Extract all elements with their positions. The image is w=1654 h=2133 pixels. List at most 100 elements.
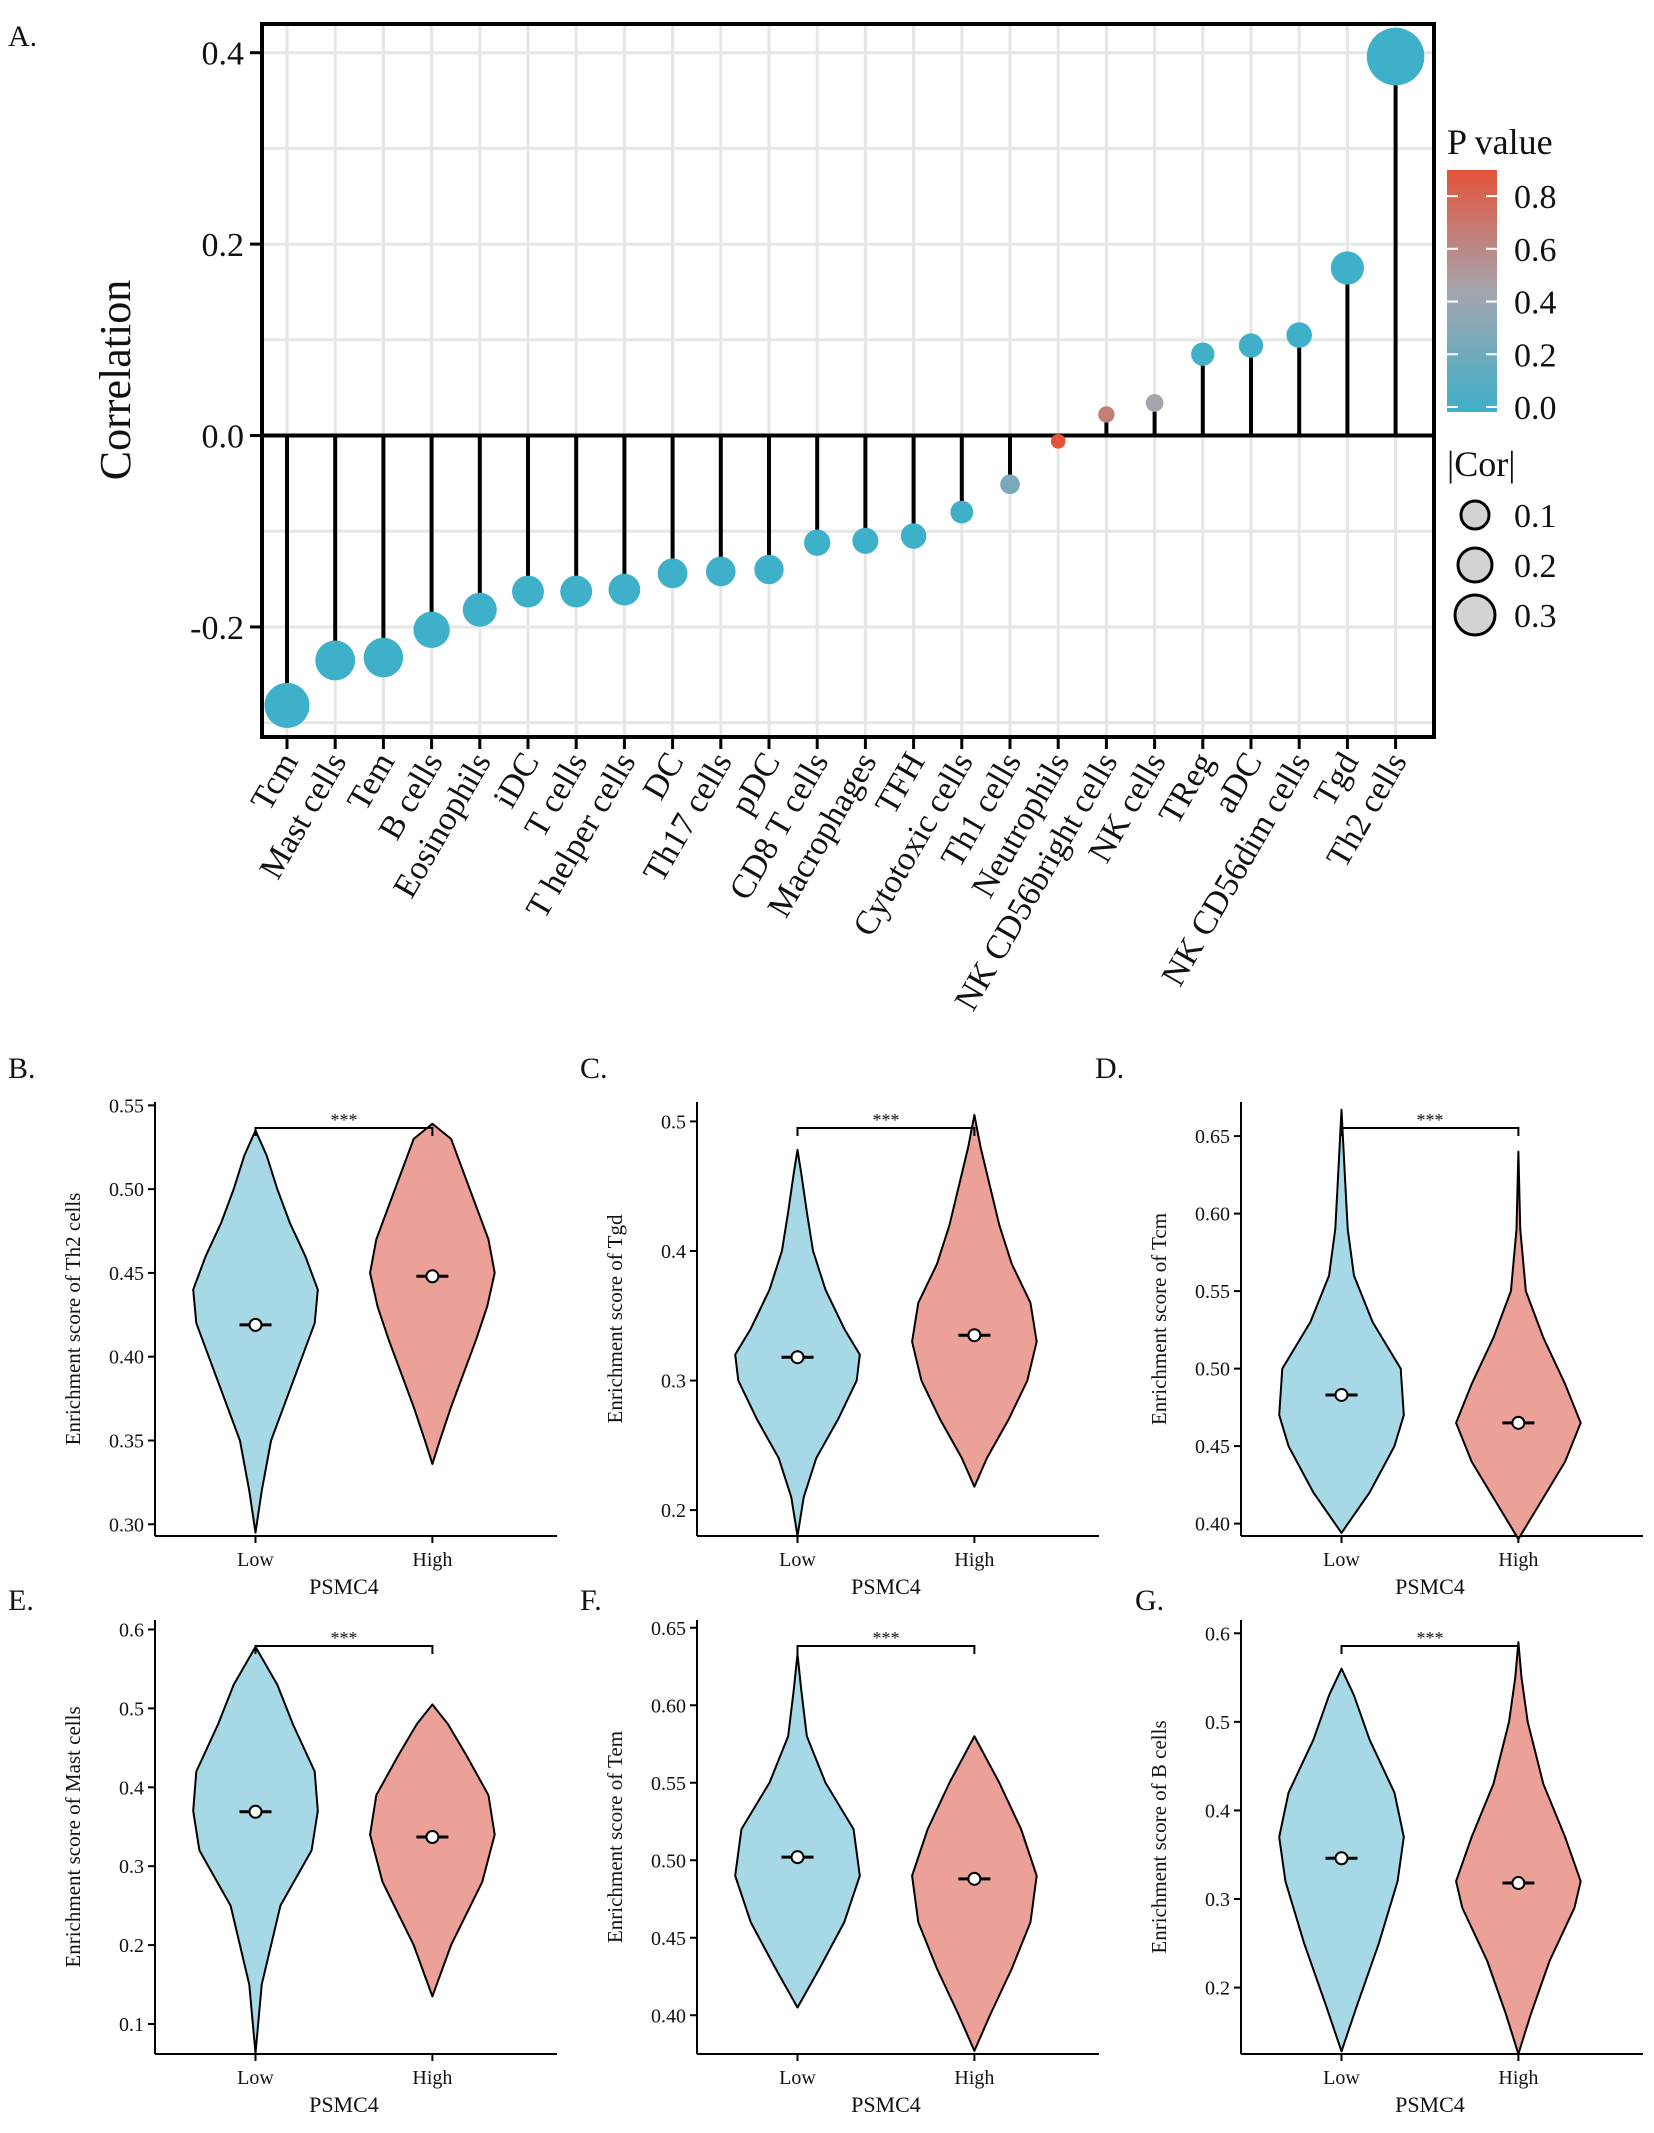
lollipop-point bbox=[1286, 322, 1312, 348]
lollipop-point bbox=[608, 573, 641, 606]
panel-label: B. bbox=[8, 1052, 36, 1085]
panel-label: A. bbox=[8, 20, 37, 53]
median-point bbox=[425, 1830, 440, 1844]
y-tick-label: 0.4 bbox=[202, 36, 245, 73]
y-tick-label: 0.4 bbox=[119, 1777, 144, 1799]
y-tick-label: 0.2 bbox=[661, 1500, 686, 1522]
lollipop-point bbox=[1330, 251, 1365, 285]
panel-b: B. 0.30 0.35 0.40 0.45 0.50 0.55 Enrichment sco… bbox=[8, 1052, 557, 1599]
panel-label: D. bbox=[1095, 1052, 1124, 1085]
y-tick-label: 0.4 bbox=[661, 1241, 686, 1263]
y-tick-label: 0.65 bbox=[1195, 1126, 1230, 1148]
y-tick-label: 0.60 bbox=[651, 1695, 686, 1717]
lollipop-point bbox=[754, 554, 784, 585]
panel-g: G. 0.2 0.3 0.4 0.5 0.6 Enrichment score of B c… bbox=[1135, 1584, 1643, 2117]
y-tick-label: 0.3 bbox=[119, 1856, 144, 1878]
x-tick-label: High bbox=[954, 2067, 994, 2089]
y-axis-label: Enrichment score of Tcm bbox=[1147, 1213, 1171, 1425]
y-tick-label: 0.0 bbox=[202, 419, 245, 456]
significance-label: *** bbox=[872, 1628, 899, 1648]
size-legend-label: 0.3 bbox=[1514, 598, 1557, 635]
y-axis-label: Enrichment score of Th2 cells bbox=[61, 1193, 85, 1446]
lollipop-point bbox=[264, 682, 310, 728]
significance-bracket bbox=[1340, 1645, 1520, 1654]
x-axis-label: PSMC4 bbox=[1395, 1574, 1465, 1599]
lollipop-point bbox=[1191, 342, 1215, 366]
x-axis-label: PSMC4 bbox=[309, 1574, 379, 1599]
y-tick-label: 0.50 bbox=[109, 1179, 144, 1201]
lollipop-point bbox=[900, 523, 927, 549]
y-tick-label: 0.60 bbox=[1195, 1204, 1230, 1226]
y-axis-label: Enrichment score of B cells bbox=[1147, 1720, 1171, 1953]
violin-high bbox=[1455, 1641, 1582, 2055]
color-tick-label: 0.6 bbox=[1514, 232, 1557, 269]
size-legend-label: 0.2 bbox=[1514, 548, 1557, 585]
significance-label: *** bbox=[330, 1628, 357, 1648]
y-tick-label: 0.45 bbox=[109, 1263, 144, 1285]
violin-high bbox=[911, 1735, 1038, 2052]
y-axis-label: Enrichment score of Mast cells bbox=[61, 1706, 85, 1967]
color-tick-label: 0.8 bbox=[1514, 179, 1557, 216]
y-tick-label: 0.55 bbox=[651, 1773, 686, 1795]
violin-low bbox=[1278, 1108, 1405, 1534]
median-point bbox=[248, 1804, 263, 1819]
panel-label: C. bbox=[580, 1052, 608, 1085]
lollipop-point bbox=[804, 529, 831, 556]
y-tick-label: 0.5 bbox=[661, 1111, 686, 1133]
lollipop-point bbox=[1238, 333, 1264, 358]
y-tick-label: 0.65 bbox=[651, 1618, 686, 1640]
lollipop-point bbox=[705, 556, 736, 587]
size-legend-title: |Cor| bbox=[1447, 444, 1515, 484]
significance-bracket bbox=[254, 1127, 434, 1136]
significance-bracket bbox=[1340, 1127, 1520, 1136]
violin-high bbox=[369, 1122, 496, 1465]
y-tick-label: 0.1 bbox=[119, 2014, 144, 2036]
y-tick-label: 0.2 bbox=[119, 1935, 144, 1957]
lollipop-point bbox=[852, 527, 879, 554]
plot-frame bbox=[260, 22, 1436, 739]
y-tick-label: 0.55 bbox=[109, 1095, 144, 1117]
y-tick-label: 0.3 bbox=[1205, 1889, 1230, 1911]
median-point bbox=[967, 1328, 982, 1343]
violin-low bbox=[734, 1653, 861, 2009]
significance-label: *** bbox=[1416, 1110, 1443, 1130]
violin-low bbox=[192, 1645, 319, 2055]
x-axis-label: PSMC4 bbox=[309, 2092, 379, 2117]
size-legend-label: 0.1 bbox=[1514, 498, 1557, 535]
color-tick-label: 0.4 bbox=[1514, 285, 1557, 322]
x-tick-label: Low bbox=[1323, 1549, 1360, 1571]
x-tick-label: High bbox=[412, 2067, 452, 2089]
y-tick-label: 0.50 bbox=[651, 1850, 686, 1872]
y-tick-label: -0.2 bbox=[190, 610, 244, 647]
significance-label: *** bbox=[330, 1110, 357, 1130]
lollipop-point bbox=[363, 637, 404, 678]
violin-high bbox=[1455, 1150, 1582, 1541]
x-tick-label: Low bbox=[237, 1549, 274, 1571]
median-point bbox=[1511, 1876, 1526, 1891]
significance-bracket bbox=[796, 1127, 976, 1136]
panel-label: E. bbox=[8, 1584, 34, 1617]
panel-label: F. bbox=[580, 1584, 602, 1617]
x-tick-label: High bbox=[954, 1549, 994, 1571]
median-point bbox=[790, 1350, 805, 1365]
y-tick-label: 0.40 bbox=[1195, 1514, 1230, 1536]
lollipop-point bbox=[560, 575, 593, 608]
y-tick-label: 0.45 bbox=[1195, 1436, 1230, 1458]
lollipop-point bbox=[1366, 27, 1425, 86]
violin-high bbox=[369, 1703, 496, 1998]
y-tick-label: 0.2 bbox=[1205, 1978, 1230, 2000]
median-point bbox=[790, 1850, 805, 1865]
panel-e: E. 0.1 0.2 0.3 0.4 0.5 0.6 Enrichment score of … bbox=[8, 1584, 557, 2117]
lollipop-point bbox=[512, 575, 544, 608]
lollipop-point bbox=[657, 558, 688, 589]
x-tick-label: Low bbox=[1323, 2067, 1360, 2089]
violin-low bbox=[734, 1148, 861, 1537]
violin-high bbox=[911, 1113, 1038, 1488]
significance-bracket bbox=[796, 1645, 976, 1654]
panel-c: C. 0.2 0.3 0.4 0.5 Enrichment score of Tgd Low… bbox=[580, 1052, 1099, 1599]
panel-label: G. bbox=[1135, 1584, 1164, 1617]
y-axis-label: Enrichment score of Tem bbox=[603, 1731, 627, 1943]
size-legend-circle bbox=[1459, 499, 1491, 531]
y-tick-label: 0.50 bbox=[1195, 1359, 1230, 1381]
